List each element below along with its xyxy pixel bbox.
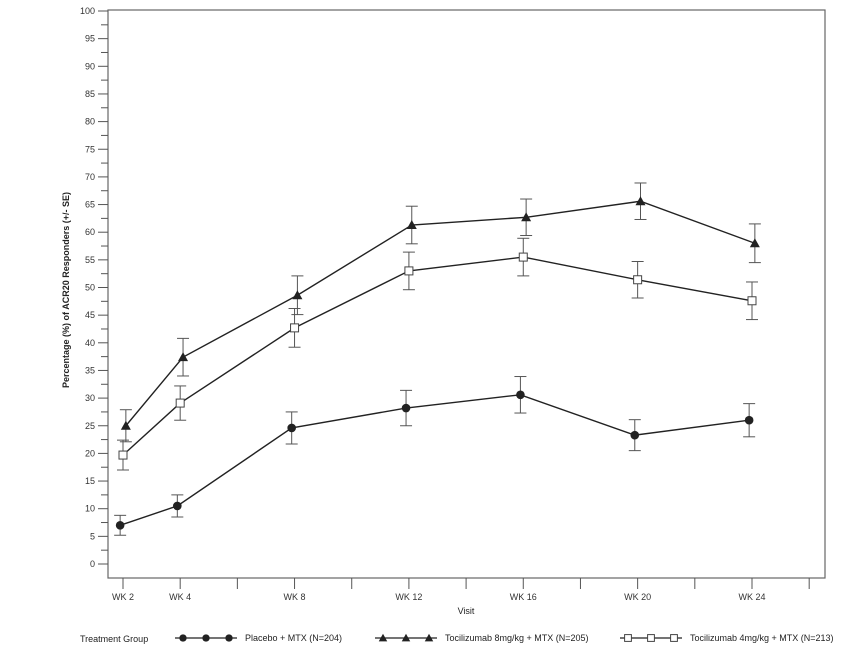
circle-marker [173, 501, 182, 511]
triangle-marker [401, 633, 411, 642]
y-tick-label: 50 [85, 283, 95, 293]
legend-title: Treatment Group [80, 634, 148, 644]
y-tick-label: 100 [80, 6, 95, 16]
y-tick-label: 40 [85, 338, 95, 348]
series-1 [119, 182, 761, 443]
y-tick-label: 20 [85, 448, 95, 458]
circle-marker [179, 634, 187, 642]
legend-item-1: Tocilizumab 8mg/kg + MTX (N=205) [375, 633, 589, 643]
square-marker [404, 266, 414, 276]
triangle-marker [406, 220, 417, 230]
series-2 [117, 237, 758, 471]
circle-marker [630, 430, 640, 440]
y-tick-label: 90 [85, 61, 95, 71]
y-tick-label: 45 [85, 310, 95, 320]
y-tick-label: 65 [85, 200, 95, 210]
triangle-marker [120, 420, 131, 430]
square-marker [624, 634, 632, 642]
triangle-marker [749, 238, 760, 248]
y-tick-label: 30 [85, 393, 95, 403]
y-tick-label: 35 [85, 365, 95, 375]
y-tick-label: 80 [85, 117, 95, 127]
square-marker [747, 296, 757, 306]
triangle-marker [378, 633, 388, 642]
legend-label: Tocilizumab 8mg/kg + MTX (N=205) [445, 633, 589, 643]
y-axis: 0 5 10 15 20 25 30 35 40 45 50 55 60 65 70 75 80 85 90 95 10… [80, 6, 108, 569]
triangle-marker [635, 196, 646, 206]
y-tick-label: 85 [85, 89, 95, 99]
triangle-marker [424, 633, 434, 642]
y-tick-label: 55 [85, 255, 95, 265]
y-tick-label: 60 [85, 227, 95, 237]
y-axis-title: Percentage (%) of ACR20 Responders (+/- … [61, 192, 71, 388]
series-0 [114, 376, 756, 536]
x-tick-label: WK 4 [169, 592, 191, 602]
x-tick-label: WK 8 [284, 592, 306, 602]
circle-marker [516, 390, 525, 400]
series-layer [114, 182, 761, 536]
circle-marker [287, 423, 296, 433]
y-tick-label: 0 [90, 559, 95, 569]
legend-item-0: Placebo + MTX (N=204) [175, 633, 342, 643]
circle-marker [202, 634, 210, 642]
square-marker [118, 450, 128, 460]
triangle-marker [521, 212, 532, 222]
circle-marker [401, 403, 411, 413]
x-tick-label: WK 16 [510, 592, 537, 602]
legend-label: Placebo + MTX (N=204) [245, 633, 342, 643]
x-tick-label: WK 20 [624, 592, 651, 602]
x-axis-title: Visit [458, 606, 475, 616]
legend: Treatment Group Placebo + MTX (N=204) Toc… [80, 633, 834, 644]
x-axis: WK 2 WK 4 WK 8 WK 12 WK 16 WK 20 WK 24 [112, 578, 810, 602]
circle-marker [744, 415, 754, 425]
square-marker [290, 323, 300, 333]
y-tick-label: 70 [85, 172, 95, 182]
y-tick-label: 15 [85, 476, 95, 486]
y-tick-label: 5 [90, 531, 95, 541]
square-marker [175, 398, 185, 408]
x-tick-label: WK 24 [738, 592, 765, 602]
triangle-marker [178, 352, 189, 362]
x-tick-label: WK 2 [112, 592, 134, 602]
x-tick-label: WK 12 [395, 592, 422, 602]
circle-marker [115, 520, 125, 530]
legend-label: Tocilizumab 4mg/kg + MTX (N=213) [690, 633, 834, 643]
legend-item-2: Tocilizumab 4mg/kg + MTX (N=213) [620, 633, 834, 643]
y-tick-label: 10 [85, 504, 95, 514]
y-tick-label: 75 [85, 144, 95, 154]
plot-area [107, 9, 826, 579]
square-marker [633, 275, 643, 285]
square-marker [670, 634, 678, 642]
square-marker [647, 634, 655, 642]
circle-marker [225, 634, 233, 642]
y-tick-label: 95 [85, 34, 95, 44]
y-tick-label: 25 [85, 421, 95, 431]
triangle-marker [292, 290, 303, 300]
square-marker [518, 252, 528, 262]
